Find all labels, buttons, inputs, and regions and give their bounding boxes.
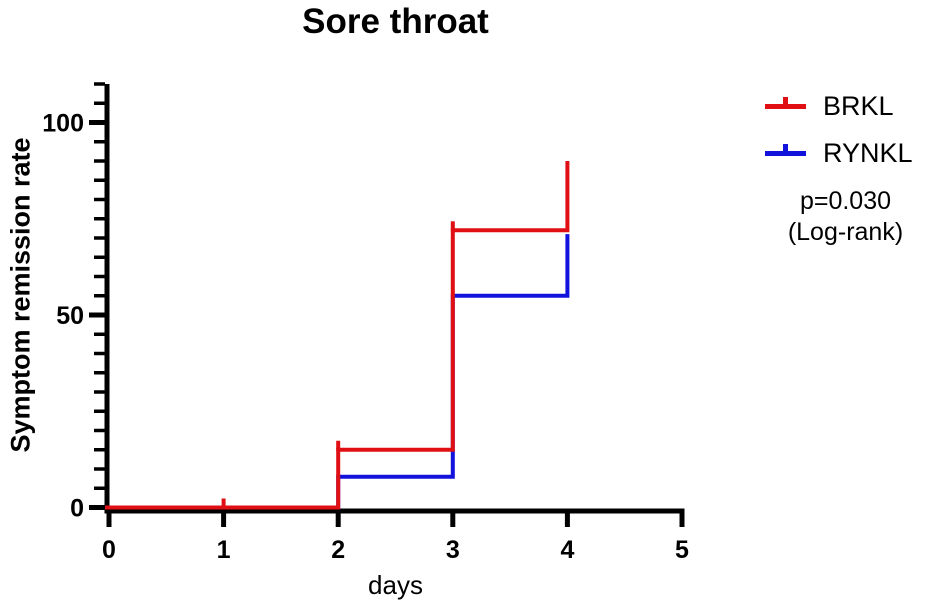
brkl-censor-tick-icon	[783, 96, 788, 108]
chart-title: Sore throat	[302, 2, 489, 41]
x-tick-label: 0	[102, 536, 116, 564]
y-tick-label: 50	[56, 302, 84, 330]
brkl-curve	[105, 161, 570, 510]
pvalue-text: p=0.030	[799, 187, 892, 215]
x-tick-label: 5	[675, 536, 689, 564]
rynkl-step-line-icon	[765, 143, 806, 156]
y-tick-label: 100	[42, 110, 84, 138]
x-tick-label: 4	[560, 536, 574, 564]
x-axis-title: days	[368, 570, 423, 600]
x-tick-label: 2	[331, 536, 345, 564]
legend: BRKL RYNKL	[765, 92, 913, 186]
legend-item-rynkl: RYNKL	[765, 139, 913, 167]
legend-item-brkl: BRKL	[765, 92, 913, 120]
legend-label-rynkl: RYNKL	[823, 138, 913, 168]
pvalue-annotation: p=0.030 (Log-rank)	[758, 186, 929, 248]
x-tick-label: 1	[217, 536, 231, 564]
brkl-step-line-icon	[765, 96, 806, 109]
pvalue-method-text: (Log-rank)	[787, 218, 904, 246]
y-tick-label: 0	[70, 495, 84, 523]
legend-label-brkl: BRKL	[823, 91, 894, 121]
rynkl-censor-tick-icon	[783, 143, 788, 155]
x-tick-label: 3	[446, 536, 460, 564]
